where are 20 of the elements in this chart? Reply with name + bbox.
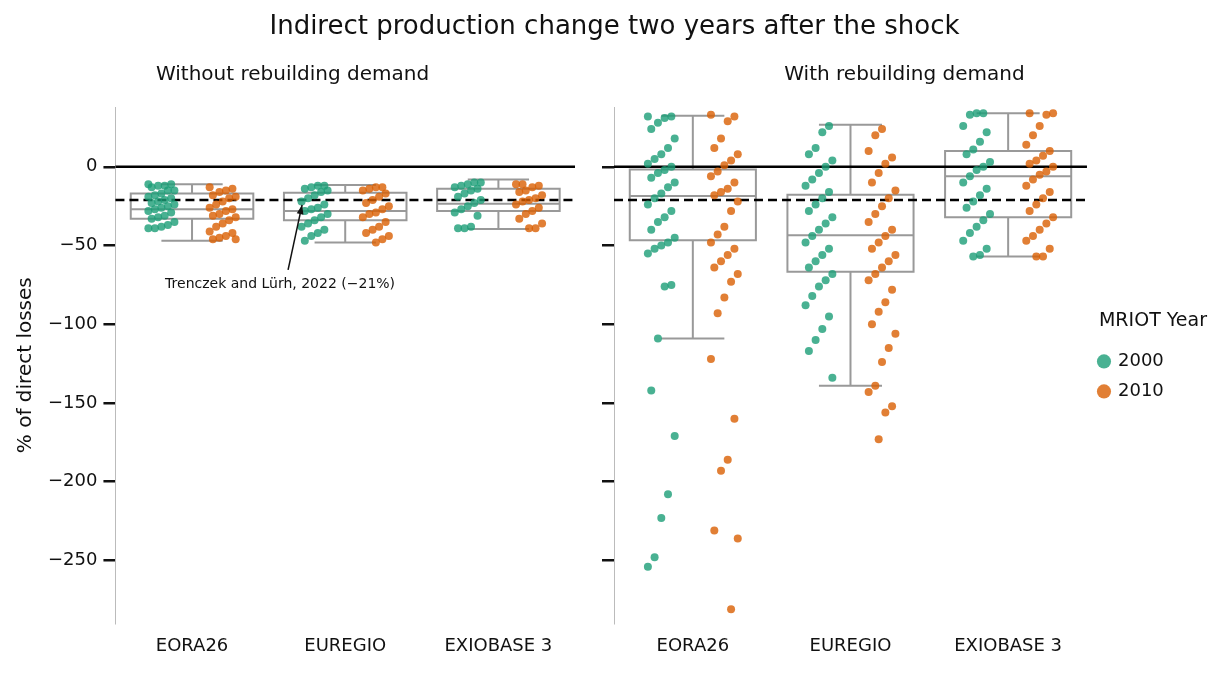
y-tick-label: 0 <box>85 154 98 176</box>
y-tick-label: −100 <box>47 311 98 333</box>
x-tick-label: EUREGIO <box>304 633 387 655</box>
x-tick-label: EXIOBASE 3 <box>954 633 1063 655</box>
y-tick-label: −200 <box>47 469 98 491</box>
x-tick-label: EUREGIO <box>809 633 892 655</box>
legend-label: 2010 <box>1117 379 1164 401</box>
y-tick-label: −250 <box>47 548 98 570</box>
y-tick-label: −50 <box>59 233 98 255</box>
x-tick-label: EORA26 <box>656 633 730 655</box>
legend-title: MRIOT Year <box>1098 308 1208 331</box>
chart-subtitle: With rebuilding demand <box>784 61 1025 86</box>
ref-line-label: Trenczek and Lürh, 2022 (−21%) <box>164 274 396 291</box>
y-axis-title: % of direct losses <box>12 277 37 454</box>
x-tick-label: EORA26 <box>155 633 229 655</box>
chart-subtitle: Without rebuilding demand <box>155 61 430 86</box>
x-tick-label: EXIOBASE 3 <box>444 633 553 655</box>
legend-label: 2000 <box>1117 349 1164 371</box>
y-tick-label: −150 <box>47 390 98 412</box>
chart-title: Indirect production change two years after the shock <box>268 10 961 40</box>
